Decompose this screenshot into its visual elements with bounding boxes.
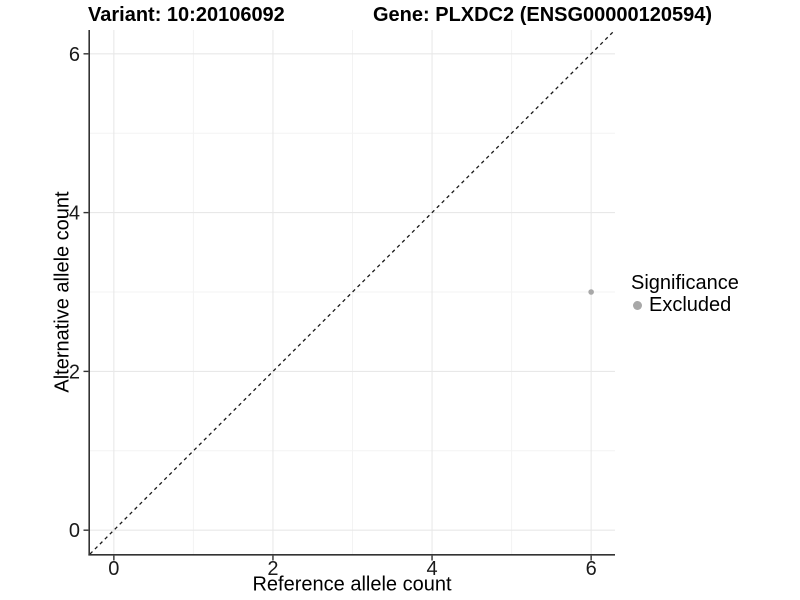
- x-tick-label: 0: [108, 558, 119, 580]
- y-tick-label: 2: [69, 361, 80, 383]
- legend-point-icon: [633, 300, 642, 310]
- plot-title-variant: Variant: 10:20106092: [88, 4, 285, 26]
- plot-title-gene: Gene: PLXDC2 (ENSG00000120594): [373, 4, 713, 26]
- x-axis-title: Reference allele count: [252, 573, 452, 596]
- legend-item-excluded: Excluded: [633, 295, 739, 315]
- y-tick-label: 0: [69, 520, 80, 542]
- identity-reference-line: [89, 29, 616, 555]
- y-tick-label: 4: [69, 203, 80, 225]
- legend-title: Significance: [631, 272, 739, 294]
- x-tick-label: 2: [267, 558, 278, 580]
- x-tick-label: 4: [426, 558, 437, 580]
- legend: Significance Excluded: [631, 272, 739, 316]
- y-axis-title: Alternative allele count: [51, 191, 74, 393]
- data-point: [588, 289, 594, 295]
- x-tick-label: 6: [586, 558, 597, 580]
- legend-item-label: Excluded: [649, 294, 732, 316]
- y-tick-label: 6: [69, 44, 80, 66]
